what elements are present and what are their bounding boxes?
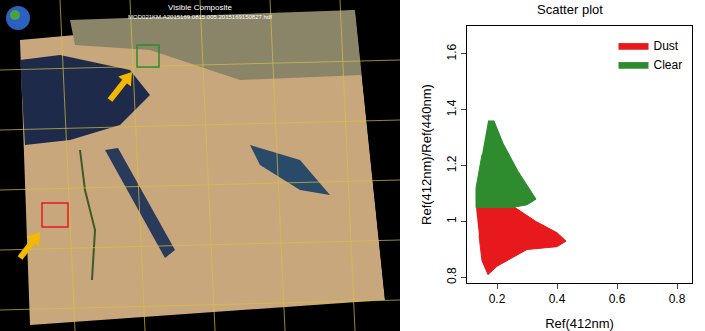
svg-text:Clear: Clear bbox=[654, 58, 683, 72]
svg-text:0.8: 0.8 bbox=[445, 267, 459, 284]
svg-text:1.6: 1.6 bbox=[445, 43, 459, 60]
svg-text:0.4: 0.4 bbox=[549, 292, 566, 306]
svg-text:Visible Composite: Visible Composite bbox=[168, 3, 232, 12]
svg-text:1.4: 1.4 bbox=[445, 99, 459, 116]
svg-text:Dust: Dust bbox=[654, 39, 679, 53]
svg-text:1: 1 bbox=[445, 216, 459, 223]
svg-text:0.8: 0.8 bbox=[669, 292, 686, 306]
svg-text:0.6: 0.6 bbox=[609, 292, 626, 306]
svg-text:Ref(412nm): Ref(412nm) bbox=[545, 316, 614, 331]
svg-text:Ref(412nm)/Ref(440nm): Ref(412nm)/Ref(440nm) bbox=[419, 84, 434, 225]
svg-text:1.2: 1.2 bbox=[445, 155, 459, 172]
svg-text:MOD021KM.A2015169.0815.005.201: MOD021KM.A2015169.0815.005.2015169150827… bbox=[128, 14, 272, 20]
svg-text:0.2: 0.2 bbox=[489, 292, 506, 306]
svg-text:Scatter plot: Scatter plot bbox=[537, 2, 603, 17]
